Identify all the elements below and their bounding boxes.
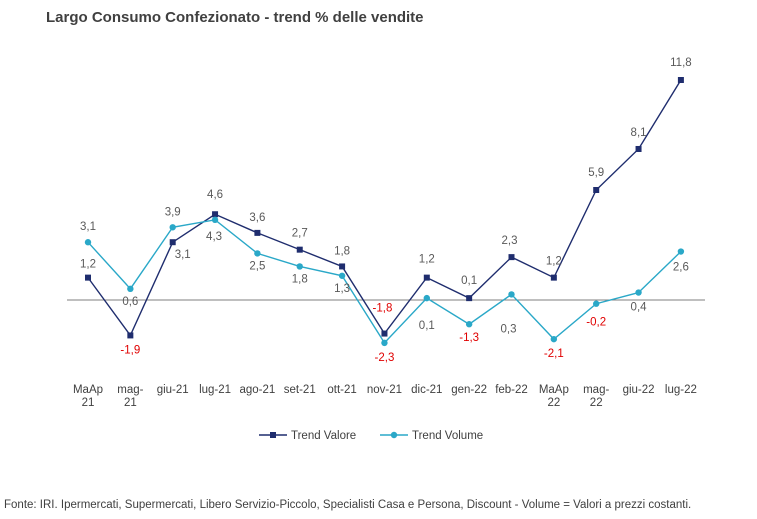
data-point: [211, 216, 219, 224]
data-label: -2,1: [544, 348, 564, 360]
data-point: [635, 289, 642, 296]
x-tick-label: lug-22: [665, 384, 697, 396]
x-tick-label: ago-21: [239, 384, 275, 396]
data-label: 2,3: [502, 235, 518, 247]
data-point: [593, 187, 600, 193]
legend-marker: [270, 432, 276, 438]
data-label: 8,1: [631, 127, 647, 139]
data-point: [381, 330, 388, 337]
data-point: [296, 263, 303, 270]
x-tick-label: set-21: [284, 384, 316, 396]
data-label: 5,9: [588, 167, 604, 179]
x-tick-label: nov-21: [367, 384, 402, 396]
x-tick-label: giu-22: [623, 384, 655, 396]
data-label: 0,3: [501, 323, 517, 335]
data-label: -1,8: [373, 303, 393, 315]
data-label: -0,2: [586, 317, 606, 329]
data-point: [465, 321, 473, 328]
data-label: 1,3: [334, 283, 350, 295]
data-point: [212, 211, 219, 218]
data-point: [466, 295, 473, 302]
data-label: 3,9: [165, 206, 181, 218]
data-label: 1,2: [80, 259, 96, 271]
data-label: 1,2: [419, 254, 435, 266]
x-tick-label: feb-22: [495, 384, 528, 396]
data-label: 1,8: [334, 245, 350, 257]
data-label: -1,9: [120, 344, 140, 356]
legend-marker: [390, 431, 398, 439]
x-tick-label: lug-21: [199, 384, 231, 396]
data-point: [127, 332, 134, 339]
data-label: 0,6: [122, 296, 138, 308]
data-point: [550, 274, 557, 281]
data-label: 1,8: [292, 273, 308, 285]
x-tick-label: 22: [547, 397, 560, 409]
data-point: [296, 246, 303, 253]
x-tick-label: gen-22: [451, 384, 487, 396]
data-point: [127, 285, 134, 293]
data-point: [550, 335, 558, 343]
chart-title: Largo Consumo Confezionato - trend % del…: [46, 9, 424, 26]
x-tick-label: giu-21: [157, 384, 189, 396]
data-label: 3,1: [175, 249, 191, 261]
data-label: 0,4: [631, 302, 648, 314]
legend-label: Trend Valore: [291, 430, 356, 442]
x-tick-label: mag-: [117, 384, 143, 396]
data-label: -1,3: [459, 332, 479, 344]
x-tick-label: 22: [590, 397, 603, 409]
data-point: [677, 77, 684, 83]
x-tick-label: ott-21: [327, 384, 356, 396]
x-tick-label: mag-: [583, 384, 609, 396]
data-point: [593, 300, 600, 307]
data-label: 2,5: [249, 260, 265, 272]
data-point: [423, 294, 430, 302]
data-point: [381, 339, 388, 347]
x-tick-label: MaAp: [73, 384, 103, 396]
data-point: [677, 248, 685, 255]
data-label: 4,3: [206, 231, 222, 243]
data-label: -2,3: [375, 352, 395, 364]
data-point: [508, 254, 515, 261]
x-tick-label: 21: [124, 397, 137, 409]
data-point: [339, 263, 346, 270]
data-label: 0,1: [461, 275, 477, 287]
data-point: [508, 291, 515, 298]
data-label: 11,8: [670, 57, 692, 69]
data-point: [635, 145, 642, 152]
data-point: [169, 224, 176, 231]
data-label: 2,7: [292, 228, 308, 240]
data-point: [84, 239, 92, 246]
data-label: 2,6: [673, 262, 689, 274]
source-footnote: Fonte: IRI. Ipermercati, Supermercati, L…: [4, 499, 692, 511]
data-point: [423, 274, 430, 281]
data-label: 1,2: [546, 256, 562, 268]
x-tick-label: 21: [82, 397, 95, 409]
data-label: 3,1: [80, 221, 96, 233]
data-label: 4,6: [207, 189, 223, 201]
x-tick-label: dic-21: [411, 384, 442, 396]
data-point: [169, 239, 176, 246]
data-point: [85, 274, 91, 281]
x-tick-label: MaAp: [539, 384, 569, 396]
data-point: [254, 250, 261, 257]
data-point: [254, 229, 261, 236]
legend-label: Trend Volume: [412, 430, 483, 442]
data-label: 3,6: [249, 212, 265, 224]
data-label: 0,1: [419, 320, 435, 332]
data-point: [338, 272, 346, 279]
